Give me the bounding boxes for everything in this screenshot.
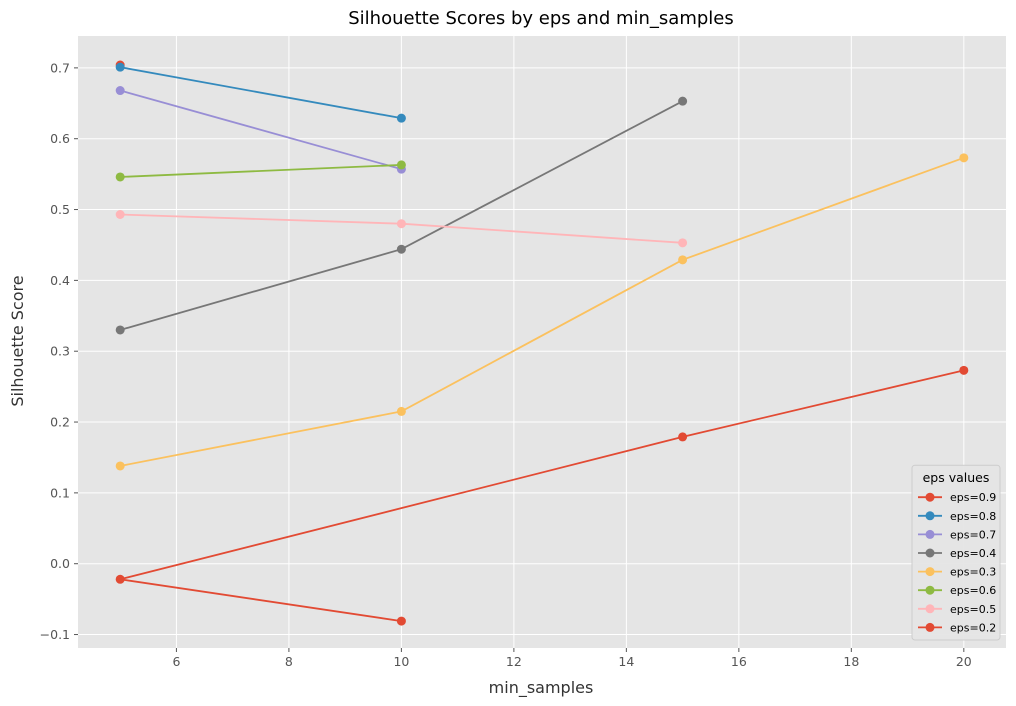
data-point (678, 255, 688, 265)
y-axis-ticks: −0.1 0.0 0.1 0.2 0.3 0.4 0.5 0.6 0.7 (40, 60, 78, 642)
data-point (678, 96, 688, 106)
y-tick-label: −0.1 (40, 627, 70, 642)
data-point (115, 574, 125, 584)
x-axis-label: min_samples (489, 678, 594, 698)
legend-label: eps=0.7 (950, 528, 996, 541)
legend-label: eps=0.6 (950, 584, 996, 597)
series-eps-0-3 (115, 153, 969, 471)
y-tick-label: 0.0 (50, 556, 70, 571)
x-tick-label: 16 (731, 654, 747, 669)
data-point (115, 210, 125, 219)
data-point (959, 153, 969, 163)
legend-label: eps=0.2 (950, 621, 996, 634)
data-point (396, 113, 406, 123)
series-line (119, 89, 402, 171)
series-eps-0-2 (115, 365, 969, 626)
legend-swatch-marker (925, 548, 935, 558)
data-point (115, 172, 125, 182)
data-point (678, 432, 688, 442)
data-point (396, 160, 406, 170)
legend-item: eps=0.5 (918, 603, 996, 616)
data-point (115, 461, 125, 471)
y-tick-label: 0.2 (50, 415, 70, 430)
y-tick-label: 0.4 (50, 273, 70, 288)
legend-box (911, 464, 1001, 641)
legend-swatch-marker (925, 567, 935, 577)
chart-title: Silhouette Scores by eps and min_samples (348, 8, 734, 29)
series-line (119, 369, 965, 622)
x-tick-label: 20 (956, 654, 972, 669)
y-tick-label: 0.5 (50, 202, 70, 217)
y-axis-label: Silhouette Score (8, 275, 27, 406)
legend-item: eps=0.8 (918, 510, 996, 523)
y-tick-label: 0.7 (50, 60, 70, 75)
data-point (396, 406, 406, 416)
x-tick-label: 12 (506, 654, 522, 669)
legend-swatch-marker (925, 511, 935, 521)
legend-swatch-marker (925, 529, 935, 539)
data-point (959, 365, 969, 375)
series-eps-0-6 (115, 160, 406, 182)
plot-area (78, 36, 1006, 648)
legend-item: eps=0.9 (918, 491, 996, 504)
data-point (115, 325, 125, 335)
legend-swatch-marker (925, 492, 935, 502)
legend-swatch-marker (925, 604, 935, 614)
series-eps-0-4 (115, 96, 688, 335)
legend-item: eps=0.4 (918, 547, 996, 560)
y-tick-label: 0.3 (50, 344, 70, 359)
legend-label: eps=0.5 (950, 603, 996, 616)
data-point (115, 62, 125, 72)
x-tick-label: 10 (393, 654, 409, 669)
series-line (120, 156, 965, 467)
legend-label: eps=0.8 (950, 510, 996, 523)
x-tick-label: 14 (618, 654, 634, 669)
legend-item: eps=0.6 (918, 584, 996, 597)
grid (78, 36, 1006, 648)
series-eps-0-5 (115, 210, 688, 248)
x-tick-label: 8 (285, 654, 293, 669)
series-layer (115, 60, 969, 626)
x-tick-label: 6 (172, 654, 180, 669)
series-eps-0-8 (115, 62, 406, 123)
legend-item: eps=0.3 (918, 566, 996, 579)
data-point (115, 86, 125, 96)
legend-label: eps=0.9 (950, 491, 996, 504)
data-point (678, 238, 688, 248)
x-axis-ticks: 6 8 10 12 14 16 18 20 (172, 648, 972, 669)
legend-title: eps values (923, 470, 990, 485)
data-point (396, 219, 406, 229)
legend-item: eps=0.2 (918, 621, 996, 634)
x-tick-label: 18 (843, 654, 859, 669)
legend-swatch-marker (925, 585, 935, 595)
y-tick-label: 0.6 (50, 131, 70, 146)
legend-label: eps=0.3 (950, 566, 996, 579)
series-line (120, 66, 402, 120)
series-line (120, 164, 402, 178)
data-point (396, 616, 406, 626)
data-point (396, 244, 406, 254)
legend: eps values eps=0.9 eps=0.8 eps=0.7 eps=0.4 ep… (911, 464, 1001, 641)
y-tick-label: 0.1 (50, 485, 70, 500)
legend-swatch-marker (925, 622, 935, 632)
legend-item: eps=0.7 (918, 528, 996, 541)
legend-label: eps=0.4 (950, 547, 996, 560)
